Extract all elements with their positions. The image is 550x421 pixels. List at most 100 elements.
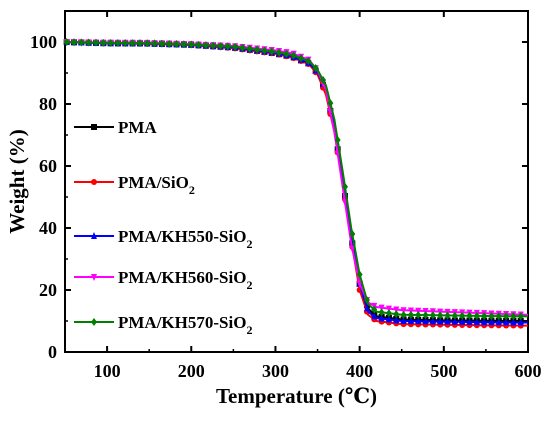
data-point — [385, 309, 392, 318]
data-point — [290, 51, 297, 60]
data-point — [349, 230, 356, 239]
data-point — [107, 38, 114, 47]
data-point — [488, 312, 495, 321]
data-point — [217, 41, 224, 50]
data-point — [151, 39, 158, 48]
x-tick-label: 400 — [346, 361, 373, 381]
data-point — [495, 312, 502, 321]
data-point — [210, 41, 217, 50]
data-point — [312, 63, 319, 72]
data-point — [129, 39, 136, 48]
data-point — [122, 39, 129, 48]
x-tick-label: 600 — [515, 361, 542, 381]
data-point — [144, 39, 151, 48]
data-point — [239, 43, 246, 52]
legend-label-subscript: 2 — [246, 237, 252, 251]
legend-item: PMA/KH560-SiO2 — [74, 268, 252, 292]
data-point — [517, 312, 524, 321]
data-point — [517, 318, 524, 326]
data-point — [254, 45, 261, 54]
legend-item: PMA/SiO2 — [74, 173, 195, 197]
data-point — [173, 40, 180, 49]
data-point — [78, 38, 85, 47]
data-point — [202, 41, 209, 50]
legend-item: PMA/KH570-SiO2 — [74, 313, 252, 337]
data-point — [481, 318, 488, 326]
data-point — [195, 40, 202, 49]
data-point — [385, 305, 392, 313]
legend-label-subscript: 2 — [189, 183, 195, 197]
data-point — [473, 311, 480, 320]
data-point — [378, 314, 385, 322]
data-point — [510, 312, 517, 321]
data-point — [459, 317, 466, 325]
data-point — [363, 304, 370, 312]
data-point — [100, 38, 107, 47]
legend-label-main: PMA — [118, 118, 157, 137]
legend-marker — [91, 179, 97, 185]
data-point — [371, 312, 378, 320]
legend-label-main: PMA/KH560-SiO — [118, 268, 246, 287]
data-point — [63, 38, 70, 47]
legend: PMAPMA/SiO2PMA/KH550-SiO2PMA/KH560-SiO2P… — [74, 118, 252, 337]
data-point — [393, 310, 400, 319]
data-point — [407, 317, 414, 325]
data-point — [393, 316, 400, 324]
data-point — [444, 311, 451, 320]
x-tick-label: 500 — [430, 361, 457, 381]
data-point — [276, 48, 283, 57]
data-point — [495, 318, 502, 326]
data-point — [444, 317, 451, 325]
data-point — [437, 311, 444, 320]
legend-label-main: PMA/KH550-SiO — [118, 227, 246, 246]
data-point — [246, 44, 253, 53]
data-point — [261, 46, 268, 55]
legend-label: PMA/KH550-SiO2 — [118, 227, 252, 251]
data-point — [429, 311, 436, 320]
data-point — [180, 40, 187, 49]
data-point — [371, 305, 378, 314]
data-point — [503, 312, 510, 321]
legend-label-subscript: 2 — [246, 278, 252, 292]
y-tick-label: 60 — [39, 156, 57, 176]
data-point — [488, 318, 495, 326]
data-point — [437, 317, 444, 325]
y-tick-label: 0 — [48, 342, 57, 362]
data-point — [166, 39, 173, 48]
x-axis-title: Temperature (℃) — [216, 384, 377, 408]
x-tick-label: 100 — [94, 361, 121, 381]
data-point — [188, 40, 195, 49]
legend-marker — [91, 318, 97, 326]
data-point — [327, 99, 334, 108]
data-point — [407, 310, 414, 319]
legend-item: PMA — [74, 118, 157, 137]
data-point — [378, 304, 385, 312]
data-point — [71, 38, 78, 47]
series-4 — [63, 38, 529, 321]
legend-label-main: PMA/KH570-SiO — [118, 313, 246, 332]
data-point — [363, 296, 370, 305]
data-point — [459, 311, 466, 320]
data-point — [85, 38, 92, 47]
y-tick-label: 100 — [30, 32, 57, 52]
data-point — [481, 312, 488, 321]
legend-label: PMA — [118, 118, 157, 137]
data-point — [378, 308, 385, 317]
legend-marker — [91, 124, 97, 130]
series-layer — [63, 38, 529, 329]
data-point — [385, 315, 392, 323]
legend-label: PMA/SiO2 — [118, 173, 195, 197]
data-point — [400, 317, 407, 325]
legend-marker — [91, 274, 97, 281]
data-point — [451, 311, 458, 320]
data-point — [415, 317, 422, 325]
data-point — [320, 75, 327, 84]
y-axis-title: Weight (%) — [5, 129, 29, 233]
legend-label: PMA/KH570-SiO2 — [118, 313, 252, 337]
y-tick-label: 20 — [39, 280, 57, 300]
legend-label-subscript: 2 — [246, 323, 252, 337]
y-tick-label: 80 — [39, 94, 57, 114]
data-point — [400, 307, 407, 315]
